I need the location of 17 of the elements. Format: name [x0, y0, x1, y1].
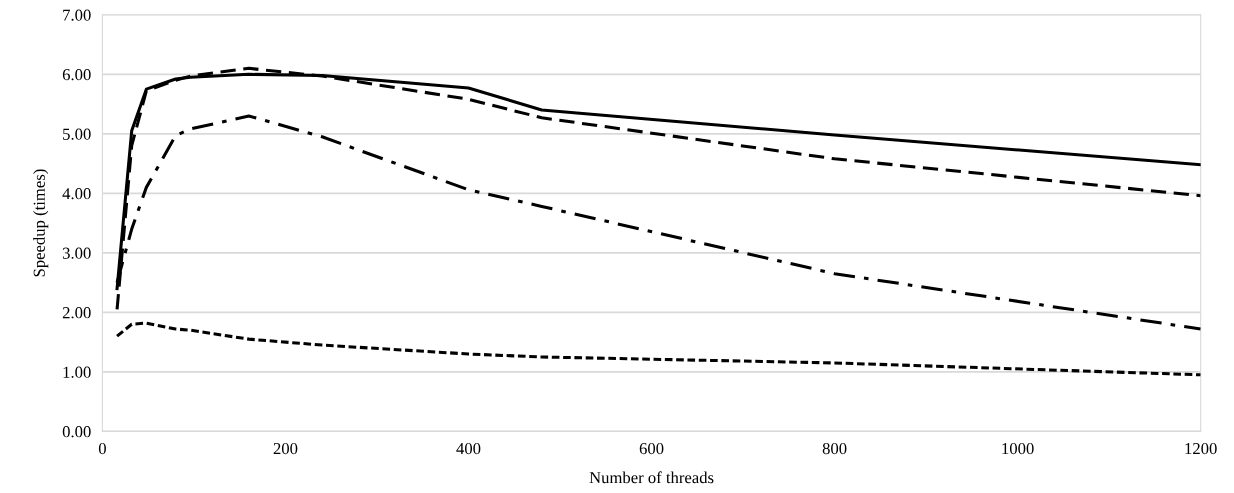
x-tick-label: 600 — [639, 442, 664, 455]
x-tick-label: 200 — [273, 442, 298, 455]
x-tick-label: 0 — [98, 442, 106, 455]
y-tick-label: 5.00 — [63, 128, 91, 140]
y-tick-label: 6.00 — [62, 69, 91, 81]
y-tick-label: 4.00 — [62, 188, 91, 200]
x-tick-label: 400 — [456, 442, 481, 455]
x-tick-label: 1000 — [1002, 442, 1034, 455]
x-tick-label: 800 — [822, 442, 847, 455]
y-tick-label: 1.00 — [63, 366, 91, 378]
x-axis-title: Number of threads — [589, 471, 714, 484]
y-tick-label: 7.00 — [63, 9, 91, 21]
y-tick-label: 2.00 — [62, 307, 91, 319]
x-tick-label: 1200 — [1185, 442, 1217, 455]
y-tick-label: 3.00 — [62, 247, 91, 259]
y-tick-label: 0.00 — [62, 426, 91, 438]
y-axis-title: Speedup (times) — [33, 169, 49, 277]
